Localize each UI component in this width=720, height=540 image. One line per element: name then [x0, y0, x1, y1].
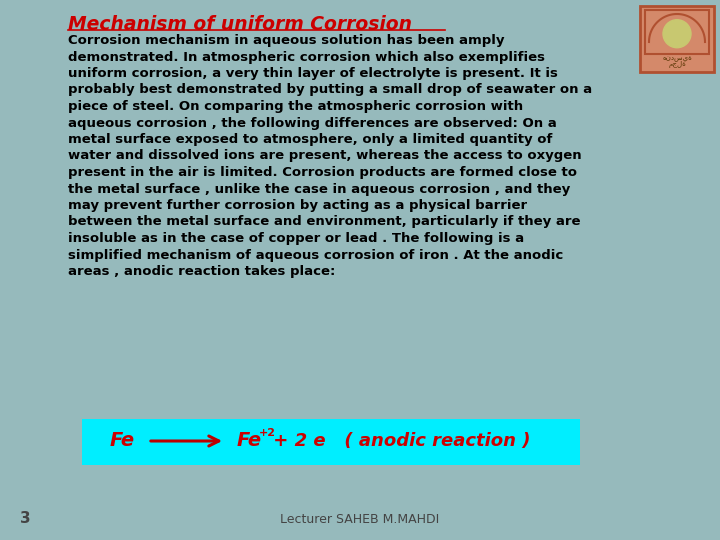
Text: probably best demonstrated by putting a small drop of seawater on a: probably best demonstrated by putting a … — [68, 84, 592, 97]
Text: aqueous corrosion , the following differences are observed: On a: aqueous corrosion , the following differ… — [68, 117, 557, 130]
Bar — [82, 419, 580, 465]
Circle shape — [663, 20, 691, 48]
Text: the metal surface , unlike the case in aqueous corrosion , and they: the metal surface , unlike the case in a… — [68, 183, 570, 195]
Bar — [645, 10, 709, 54]
Text: +2: +2 — [259, 428, 276, 438]
Text: demonstrated. In atmospheric corrosion which also exemplifies: demonstrated. In atmospheric corrosion w… — [68, 51, 545, 64]
Text: هندسية: هندسية — [662, 56, 692, 62]
Bar — [640, 6, 714, 72]
Text: between the metal surface and environment, particularly if they are: between the metal surface and environmen… — [68, 215, 580, 228]
Text: Mechanism of uniform Corrosion: Mechanism of uniform Corrosion — [68, 15, 412, 34]
Text: areas , anodic reaction takes place:: areas , anodic reaction takes place: — [68, 265, 336, 278]
Text: metal surface exposed to atmosphere, only a limited quantity of: metal surface exposed to atmosphere, onl… — [68, 133, 552, 146]
Text: Lecturer SAHEB M.MAHDI: Lecturer SAHEB M.MAHDI — [280, 513, 440, 526]
Text: water and dissolved ions are present, whereas the access to oxygen: water and dissolved ions are present, wh… — [68, 150, 582, 163]
Text: Fe: Fe — [237, 431, 262, 450]
Text: present in the air is limited. Corrosion products are formed close to: present in the air is limited. Corrosion… — [68, 166, 577, 179]
Text: insoluble as in the case of copper or lead . The following is a: insoluble as in the case of copper or le… — [68, 232, 524, 245]
Text: simplified mechanism of aqueous corrosion of iron . At the anodic: simplified mechanism of aqueous corrosio… — [68, 248, 563, 261]
Text: Fe: Fe — [110, 431, 135, 450]
Text: Corrosion mechanism in aqueous solution has been amply: Corrosion mechanism in aqueous solution … — [68, 34, 505, 47]
Text: piece of steel. On comparing the atmospheric corrosion with: piece of steel. On comparing the atmosph… — [68, 100, 523, 113]
Text: 3: 3 — [20, 511, 31, 526]
Text: may prevent further corrosion by acting as a physical barrier: may prevent further corrosion by acting … — [68, 199, 527, 212]
Text: مجلة: مجلة — [668, 61, 686, 68]
Text: uniform corrosion, a very thin layer of electrolyte is present. It is: uniform corrosion, a very thin layer of … — [68, 67, 558, 80]
Text: + 2 e   ( anodic reaction ): + 2 e ( anodic reaction ) — [267, 432, 531, 450]
